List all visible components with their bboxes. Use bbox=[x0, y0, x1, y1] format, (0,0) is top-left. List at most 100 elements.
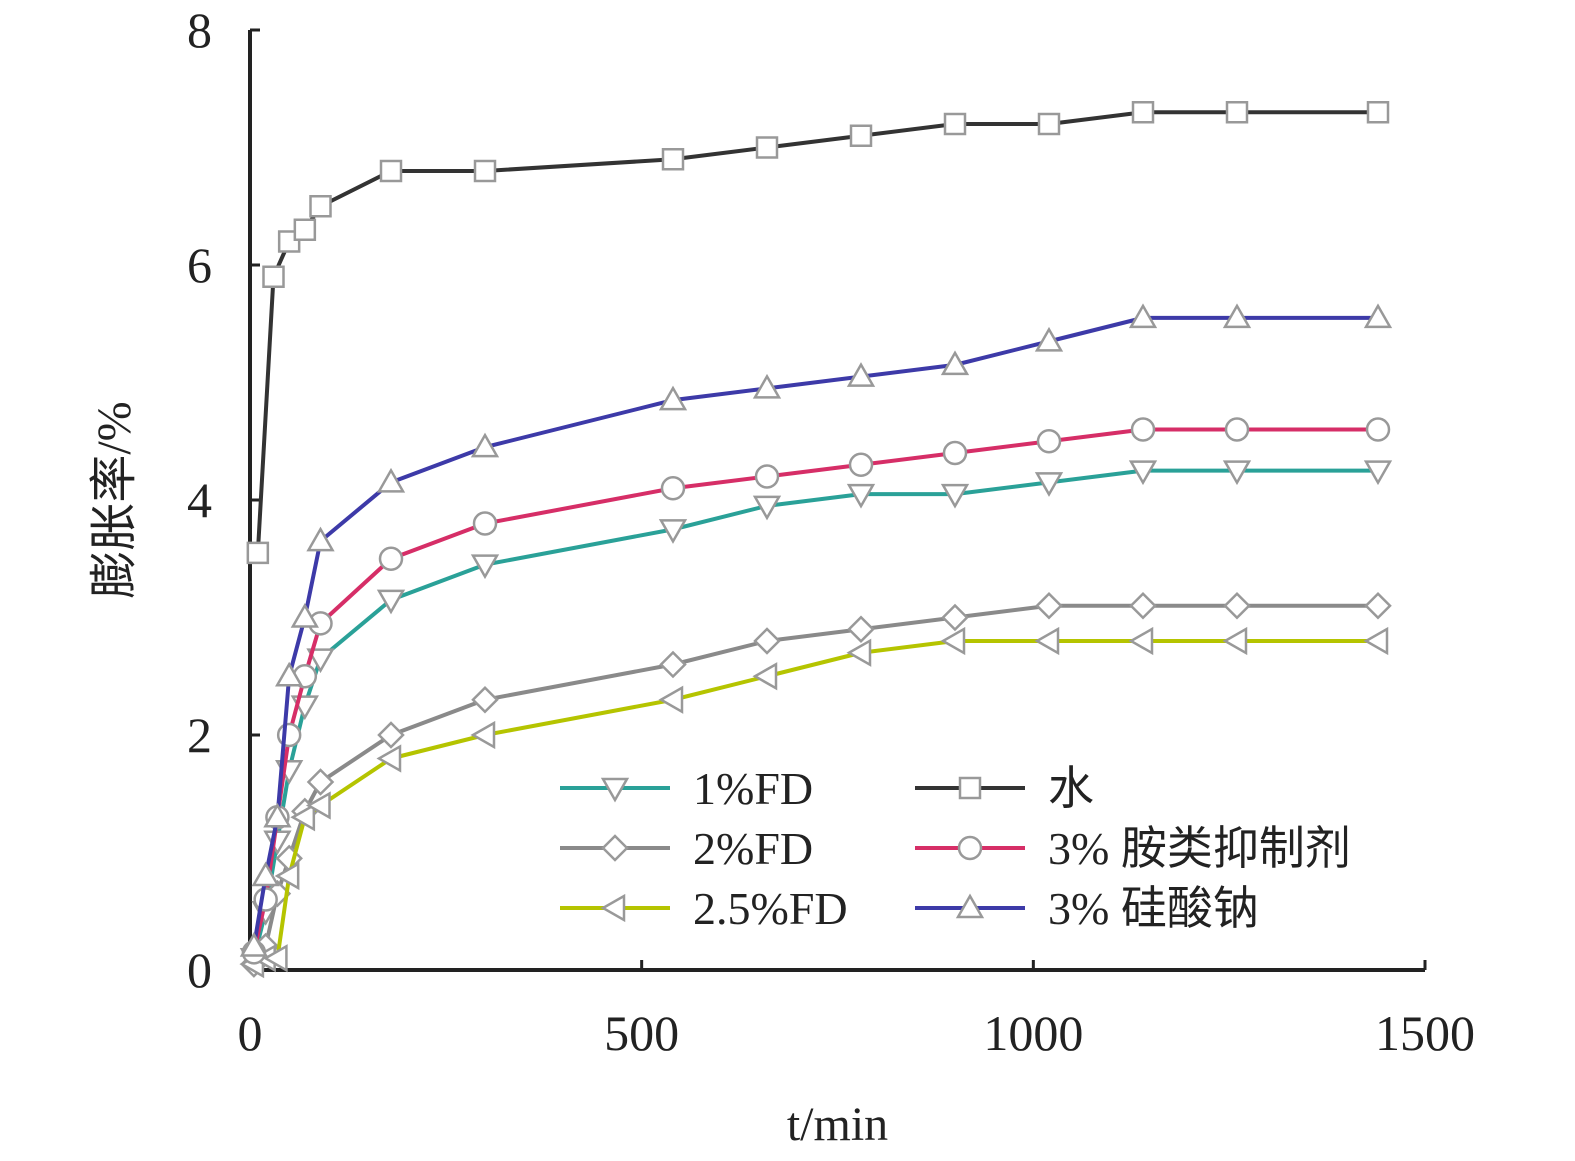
data-point bbox=[941, 603, 969, 632]
data-point bbox=[1036, 429, 1062, 454]
data-point bbox=[1129, 591, 1157, 620]
data-point bbox=[754, 464, 780, 489]
data-point bbox=[293, 218, 317, 241]
legend-marker bbox=[600, 777, 630, 803]
data-point bbox=[376, 467, 406, 493]
data-point bbox=[1224, 417, 1250, 442]
data-point bbox=[275, 661, 304, 687]
data-point bbox=[1222, 460, 1252, 486]
y-tick-label: 6 bbox=[187, 237, 212, 293]
data-point bbox=[262, 265, 285, 288]
data-point bbox=[1363, 303, 1393, 329]
data-point bbox=[290, 602, 319, 628]
data-point bbox=[755, 136, 779, 159]
legend-marker bbox=[955, 893, 985, 919]
data-point bbox=[660, 476, 686, 501]
y-tick-label: 4 bbox=[187, 472, 212, 528]
series-line-4 bbox=[251, 427, 1378, 953]
data-point bbox=[306, 648, 335, 674]
data-point bbox=[306, 768, 335, 796]
legend-marker bbox=[957, 835, 983, 861]
data-point bbox=[309, 195, 332, 218]
data-point bbox=[379, 159, 403, 183]
data-point bbox=[847, 615, 875, 644]
legend-marker bbox=[958, 776, 982, 800]
data-point bbox=[239, 931, 269, 957]
data-point bbox=[1131, 101, 1155, 124]
data-point bbox=[661, 148, 685, 171]
data-point bbox=[276, 722, 302, 748]
legend-label: 2.5%FD bbox=[693, 883, 848, 934]
data-point bbox=[846, 362, 876, 387]
data-point bbox=[1222, 626, 1248, 656]
legend-marker bbox=[601, 834, 629, 862]
data-point bbox=[376, 744, 402, 773]
x-axis-title: t/min bbox=[787, 1098, 888, 1151]
data-point bbox=[942, 440, 968, 466]
legend-marker bbox=[600, 893, 626, 923]
legend-label: 1%FD bbox=[693, 763, 813, 814]
data-point bbox=[1035, 591, 1063, 620]
data-point bbox=[1128, 303, 1158, 329]
data-point bbox=[274, 861, 300, 891]
data-point bbox=[1034, 472, 1064, 497]
data-point bbox=[305, 791, 331, 820]
data-point bbox=[659, 650, 687, 679]
data-point bbox=[752, 495, 782, 521]
legend-label: 3% 胺类抑制剂 bbox=[1048, 823, 1351, 874]
data-point bbox=[1364, 591, 1392, 620]
series-line-3 bbox=[255, 110, 1378, 553]
data-point bbox=[1363, 460, 1393, 486]
data-point bbox=[848, 452, 874, 477]
data-point bbox=[1128, 626, 1154, 656]
data-point bbox=[846, 638, 872, 667]
data-point bbox=[1034, 626, 1060, 656]
legend-label: 水 bbox=[1048, 763, 1094, 814]
data-point bbox=[1034, 326, 1064, 352]
x-tick-label: 0 bbox=[238, 1005, 263, 1061]
data-point bbox=[471, 685, 499, 714]
data-point bbox=[470, 554, 500, 580]
data-point bbox=[377, 721, 405, 749]
data-point bbox=[470, 432, 500, 458]
data-point bbox=[753, 627, 781, 655]
data-point bbox=[1365, 417, 1391, 442]
data-point bbox=[940, 626, 966, 656]
series-line-2 bbox=[253, 639, 1378, 966]
data-point bbox=[1366, 101, 1390, 124]
y-tick-label: 8 bbox=[187, 2, 212, 58]
y-axis-title: 膨胀率/% bbox=[88, 401, 141, 598]
data-point bbox=[263, 802, 292, 828]
data-point bbox=[940, 483, 970, 509]
data-point bbox=[658, 519, 688, 544]
data-point bbox=[1130, 417, 1156, 442]
data-point bbox=[306, 526, 335, 552]
data-point bbox=[752, 373, 782, 399]
data-point bbox=[472, 511, 498, 536]
series-line-0 bbox=[251, 468, 1378, 959]
data-point bbox=[849, 124, 873, 147]
data-point bbox=[1222, 303, 1252, 329]
legend-label: 2%FD bbox=[693, 823, 813, 874]
x-tick-label: 1000 bbox=[983, 1005, 1083, 1061]
data-point bbox=[1363, 626, 1389, 656]
data-point bbox=[290, 803, 316, 832]
data-point bbox=[251, 861, 280, 887]
data-point bbox=[752, 662, 778, 691]
data-point bbox=[246, 541, 270, 565]
x-tick-label: 500 bbox=[604, 1005, 679, 1061]
data-point bbox=[1225, 101, 1249, 124]
data-point bbox=[846, 483, 876, 509]
legend-label: 3% 硅酸钠 bbox=[1048, 883, 1259, 934]
data-point bbox=[376, 589, 406, 615]
y-tick-label: 0 bbox=[187, 942, 212, 998]
x-tick-label: 1500 bbox=[1375, 1005, 1475, 1061]
y-tick-label: 2 bbox=[187, 707, 212, 763]
data-point bbox=[473, 159, 497, 183]
data-point bbox=[262, 944, 288, 973]
data-point bbox=[470, 720, 496, 750]
data-point bbox=[253, 887, 278, 912]
data-point bbox=[378, 546, 404, 571]
